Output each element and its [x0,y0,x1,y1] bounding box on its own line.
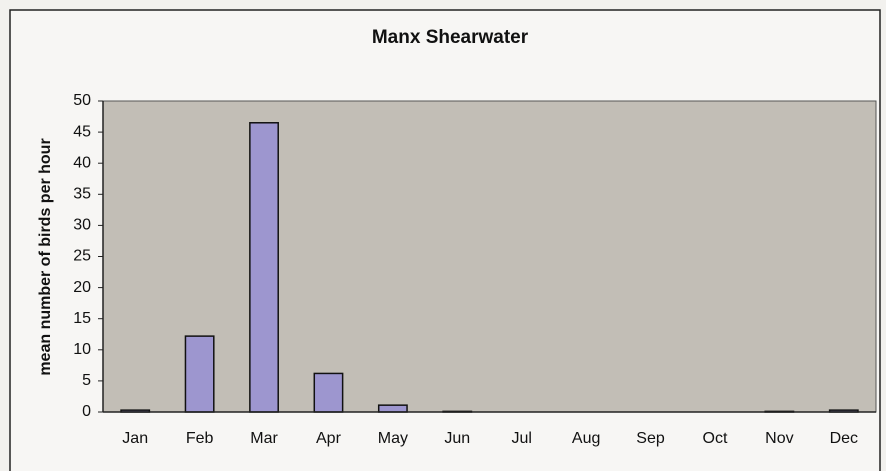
plot-area [102,100,877,413]
y-tick-label: 5 [82,372,91,389]
y-tick-label: 15 [73,310,91,327]
bar [313,372,344,413]
chart-title: Manx Shearwater [372,27,529,48]
bar [377,404,408,413]
x-tick-label: Mar [250,430,278,447]
x-tick-label: Sep [636,430,665,447]
y-tick-label: 10 [73,341,91,358]
x-tick-label: Dec [830,430,858,447]
y-tick-label: 45 [73,123,91,140]
y-tick-label: 30 [73,217,91,234]
x-tick-label: Nov [765,430,793,447]
x-tick-label: Feb [186,430,214,447]
x-tick-label: Jan [122,430,148,447]
y-tick-label: 0 [82,403,91,420]
bar [249,122,279,413]
y-tick-label: 25 [73,248,91,265]
x-tick-label: Jun [444,430,470,447]
x-tick-label: Aug [572,430,600,447]
y-tick-label: 35 [73,186,91,203]
bar [184,335,215,413]
y-tick-label: 50 [73,92,91,109]
x-tick-label: Apr [316,430,342,447]
y-tick-label: 40 [73,154,91,171]
y-axis-label: mean number of birds per hour [37,138,54,375]
y-tick-label: 20 [73,279,91,296]
x-tick-label: May [378,430,408,447]
x-tick-label: Oct [703,430,728,447]
x-tick-label: Jul [511,430,531,447]
